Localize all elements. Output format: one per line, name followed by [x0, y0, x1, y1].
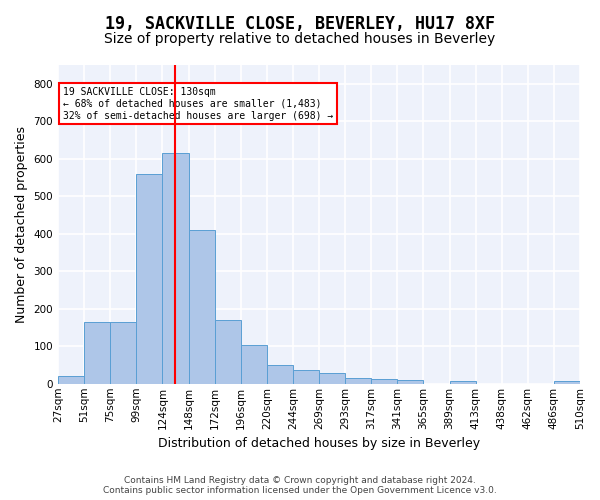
Bar — [371, 380, 397, 384]
Bar — [188, 230, 215, 384]
Bar — [554, 381, 580, 384]
Bar — [397, 380, 424, 384]
Text: Contains HM Land Registry data © Crown copyright and database right 2024.
Contai: Contains HM Land Registry data © Crown c… — [103, 476, 497, 495]
Y-axis label: Number of detached properties: Number of detached properties — [15, 126, 28, 323]
Bar — [215, 320, 241, 384]
Bar — [267, 365, 293, 384]
Bar — [84, 322, 110, 384]
Bar — [136, 174, 163, 384]
Text: 19, SACKVILLE CLOSE, BEVERLEY, HU17 8XF: 19, SACKVILLE CLOSE, BEVERLEY, HU17 8XF — [105, 15, 495, 33]
Bar — [319, 372, 345, 384]
Bar — [449, 381, 476, 384]
Bar — [110, 322, 136, 384]
Text: 19 SACKVILLE CLOSE: 130sqm
← 68% of detached houses are smaller (1,483)
32% of s: 19 SACKVILLE CLOSE: 130sqm ← 68% of deta… — [63, 88, 334, 120]
Bar — [163, 153, 188, 384]
Text: Size of property relative to detached houses in Beverley: Size of property relative to detached ho… — [104, 32, 496, 46]
Bar — [58, 376, 84, 384]
Bar — [241, 345, 267, 384]
X-axis label: Distribution of detached houses by size in Beverley: Distribution of detached houses by size … — [158, 437, 480, 450]
Bar — [293, 370, 319, 384]
Bar — [345, 378, 371, 384]
